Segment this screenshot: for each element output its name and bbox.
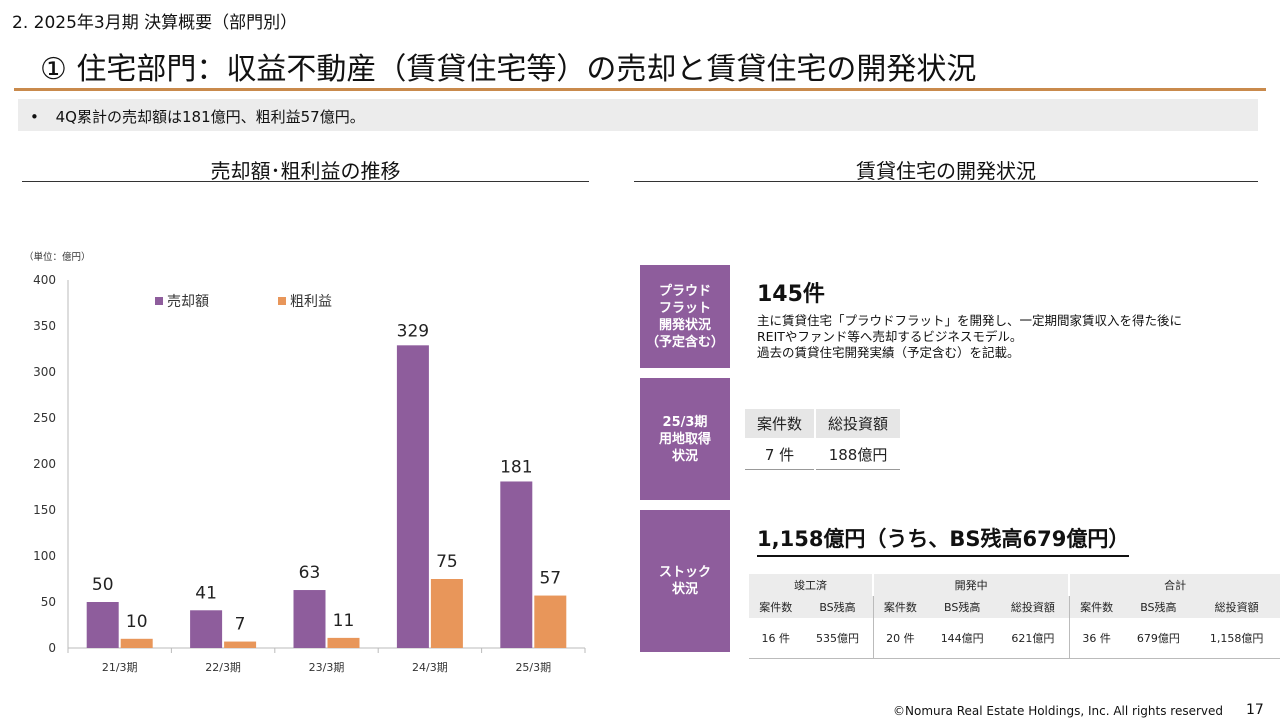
table-header: 案件数 [1068,596,1124,618]
bar-sales [396,345,429,648]
left-section-heading: 売却額･粗利益の推移 [210,159,401,183]
sales-profit-bar-chart: （単位：億円） 0 50 100 150 200 250 300 350 400 21/3期 50 10… [24,251,586,674]
table-header: 総投資額 [1193,596,1280,618]
stock-table: 竣工済 開発中 合計 案件数 BS残高 案件数 BS残高 総投資額 案件数 BS… [749,574,1280,659]
bar-profit [224,641,257,648]
table-cell: 679億円 [1123,618,1194,659]
y-tick-label: 350 [33,319,56,333]
copyright-notice: ©Nomura Real Estate Holdings, Inc. All r… [893,704,1223,718]
x-tick-label: 21/3期 [102,661,138,674]
proud-flat-description: 主に賃貸住宅「プラウドフラット」を開発し、一定期間家賃収入を得た後に REITや… [757,313,1182,361]
x-tick-label: 23/3期 [309,661,345,674]
badge-line: 状況 [671,448,698,464]
description-line: 主に賃貸住宅「プラウドフラット」を開発し、一定期間家賃収入を得た後に [757,313,1183,328]
table-header: 案件数 [749,596,803,618]
bar-sales [293,590,326,648]
bar-sales [86,602,119,648]
table-cell: 1,158億円 [1193,618,1280,659]
title-divider [14,88,1266,91]
table-cell: 16 件 [749,618,803,659]
bar-profit [430,579,463,648]
y-tick-label: 250 [33,411,56,425]
stock-badge: ストック 状況 [640,510,730,652]
badge-line: フラット [658,300,711,316]
x-tick-label: 24/3期 [412,661,448,674]
table-cell: 36 件 [1068,618,1124,659]
y-tick-label: 150 [33,503,56,517]
badge-line: ストック [658,565,711,580]
table-header: BS残高 [802,596,874,618]
table-header: 案件数 [872,596,928,618]
table-group-header: 合計 [1069,574,1280,596]
y-tick-label: 0 [48,641,56,655]
right-section-heading: 賃貸住宅の開発状況 [856,159,1036,183]
y-tick-label: 400 [33,273,56,287]
data-label: 57 [539,569,561,589]
data-label: 329 [397,321,429,341]
table-cell: 20 件 [872,618,928,659]
table-header: 総投資額 [997,596,1070,618]
proud-flat-badge: プラウド フラット 開発状況 （予定含む） [640,265,730,368]
x-tick-label: 25/3期 [515,661,551,674]
y-tick-label: 100 [33,549,56,563]
section-label: 2. 2025年3月期 決算概要（部門別） [12,13,298,33]
badge-line: （予定含む） [645,334,724,350]
badge-line: 用地取得 [658,431,711,447]
data-label: 7 [235,615,246,635]
table-cell: 621億円 [997,618,1070,659]
summary-box [18,99,1258,131]
bar-sales [500,481,533,648]
badge-line: プラウド [658,283,711,299]
table-header: BS残高 [1123,596,1194,618]
table-group-header: 竣工済 [749,574,875,596]
y-tick-label: 50 [41,595,56,609]
y-tick-label: 300 [33,365,56,379]
data-label: 75 [436,552,458,572]
data-label: 41 [195,583,217,603]
bar-profit [534,595,567,648]
data-label: 50 [92,575,114,595]
data-label: 63 [299,563,321,583]
legend-swatch [155,297,163,305]
x-tick-label: 22/3期 [205,661,241,674]
legend-swatch [278,297,286,305]
unit-label: （単位：億円） [24,251,91,263]
description-line: REITやファンド等へ売却するビジネスモデル。 [757,329,1023,344]
badge-line: 状況 [671,582,698,597]
page-number: 17 [1246,702,1264,718]
summary-bullet-text: 4Q累計の売却額は181億円、粗利益57億円。 [55,108,365,126]
table-group-header: 開発中 [873,574,1071,596]
table-header: BS残高 [927,596,998,618]
badge-line: 開発状況 [658,317,711,333]
summary-text: • 4Q累計の売却額は181億円、粗利益57億円。 [30,106,365,127]
table-cell: 144億円 [927,618,998,659]
proud-flat-count: 145件 [757,282,825,307]
land-acquisition-table: 案件数 総投資額 7 件 188億円 [745,409,901,470]
description-line: 過去の賃貸住宅開発実績（予定含む）を記載。 [757,345,1020,360]
stock-headline: 1,158億円（うち、BS残高679億円） [757,523,1130,557]
right-section-divider [634,181,1258,182]
data-label: 10 [126,612,148,632]
table-header: 案件数 [745,409,816,440]
land-acquisition-badge: 25/3期 用地取得 状況 [640,378,730,500]
table-header: 総投資額 [814,409,901,440]
y-tick-label: 200 [33,457,56,471]
bullet-marker: • [30,108,39,126]
legend-label: 売却額 [167,294,209,310]
bar-profit [327,637,360,648]
bar-profit [120,638,153,648]
table-cell: 7 件 [745,439,816,470]
data-label: 181 [500,457,532,477]
legend-label: 粗利益 [290,294,332,310]
bar-sales [190,610,223,648]
badge-line: 25/3期 [662,414,708,430]
page-title: ① 住宅部門：収益不動産（賃貸住宅等）の売却と賃貸住宅の開発状況 [40,52,977,87]
data-label: 11 [333,611,355,631]
table-cell: 188億円 [814,439,901,470]
left-section-divider [22,181,589,182]
table-cell: 535億円 [802,618,874,659]
